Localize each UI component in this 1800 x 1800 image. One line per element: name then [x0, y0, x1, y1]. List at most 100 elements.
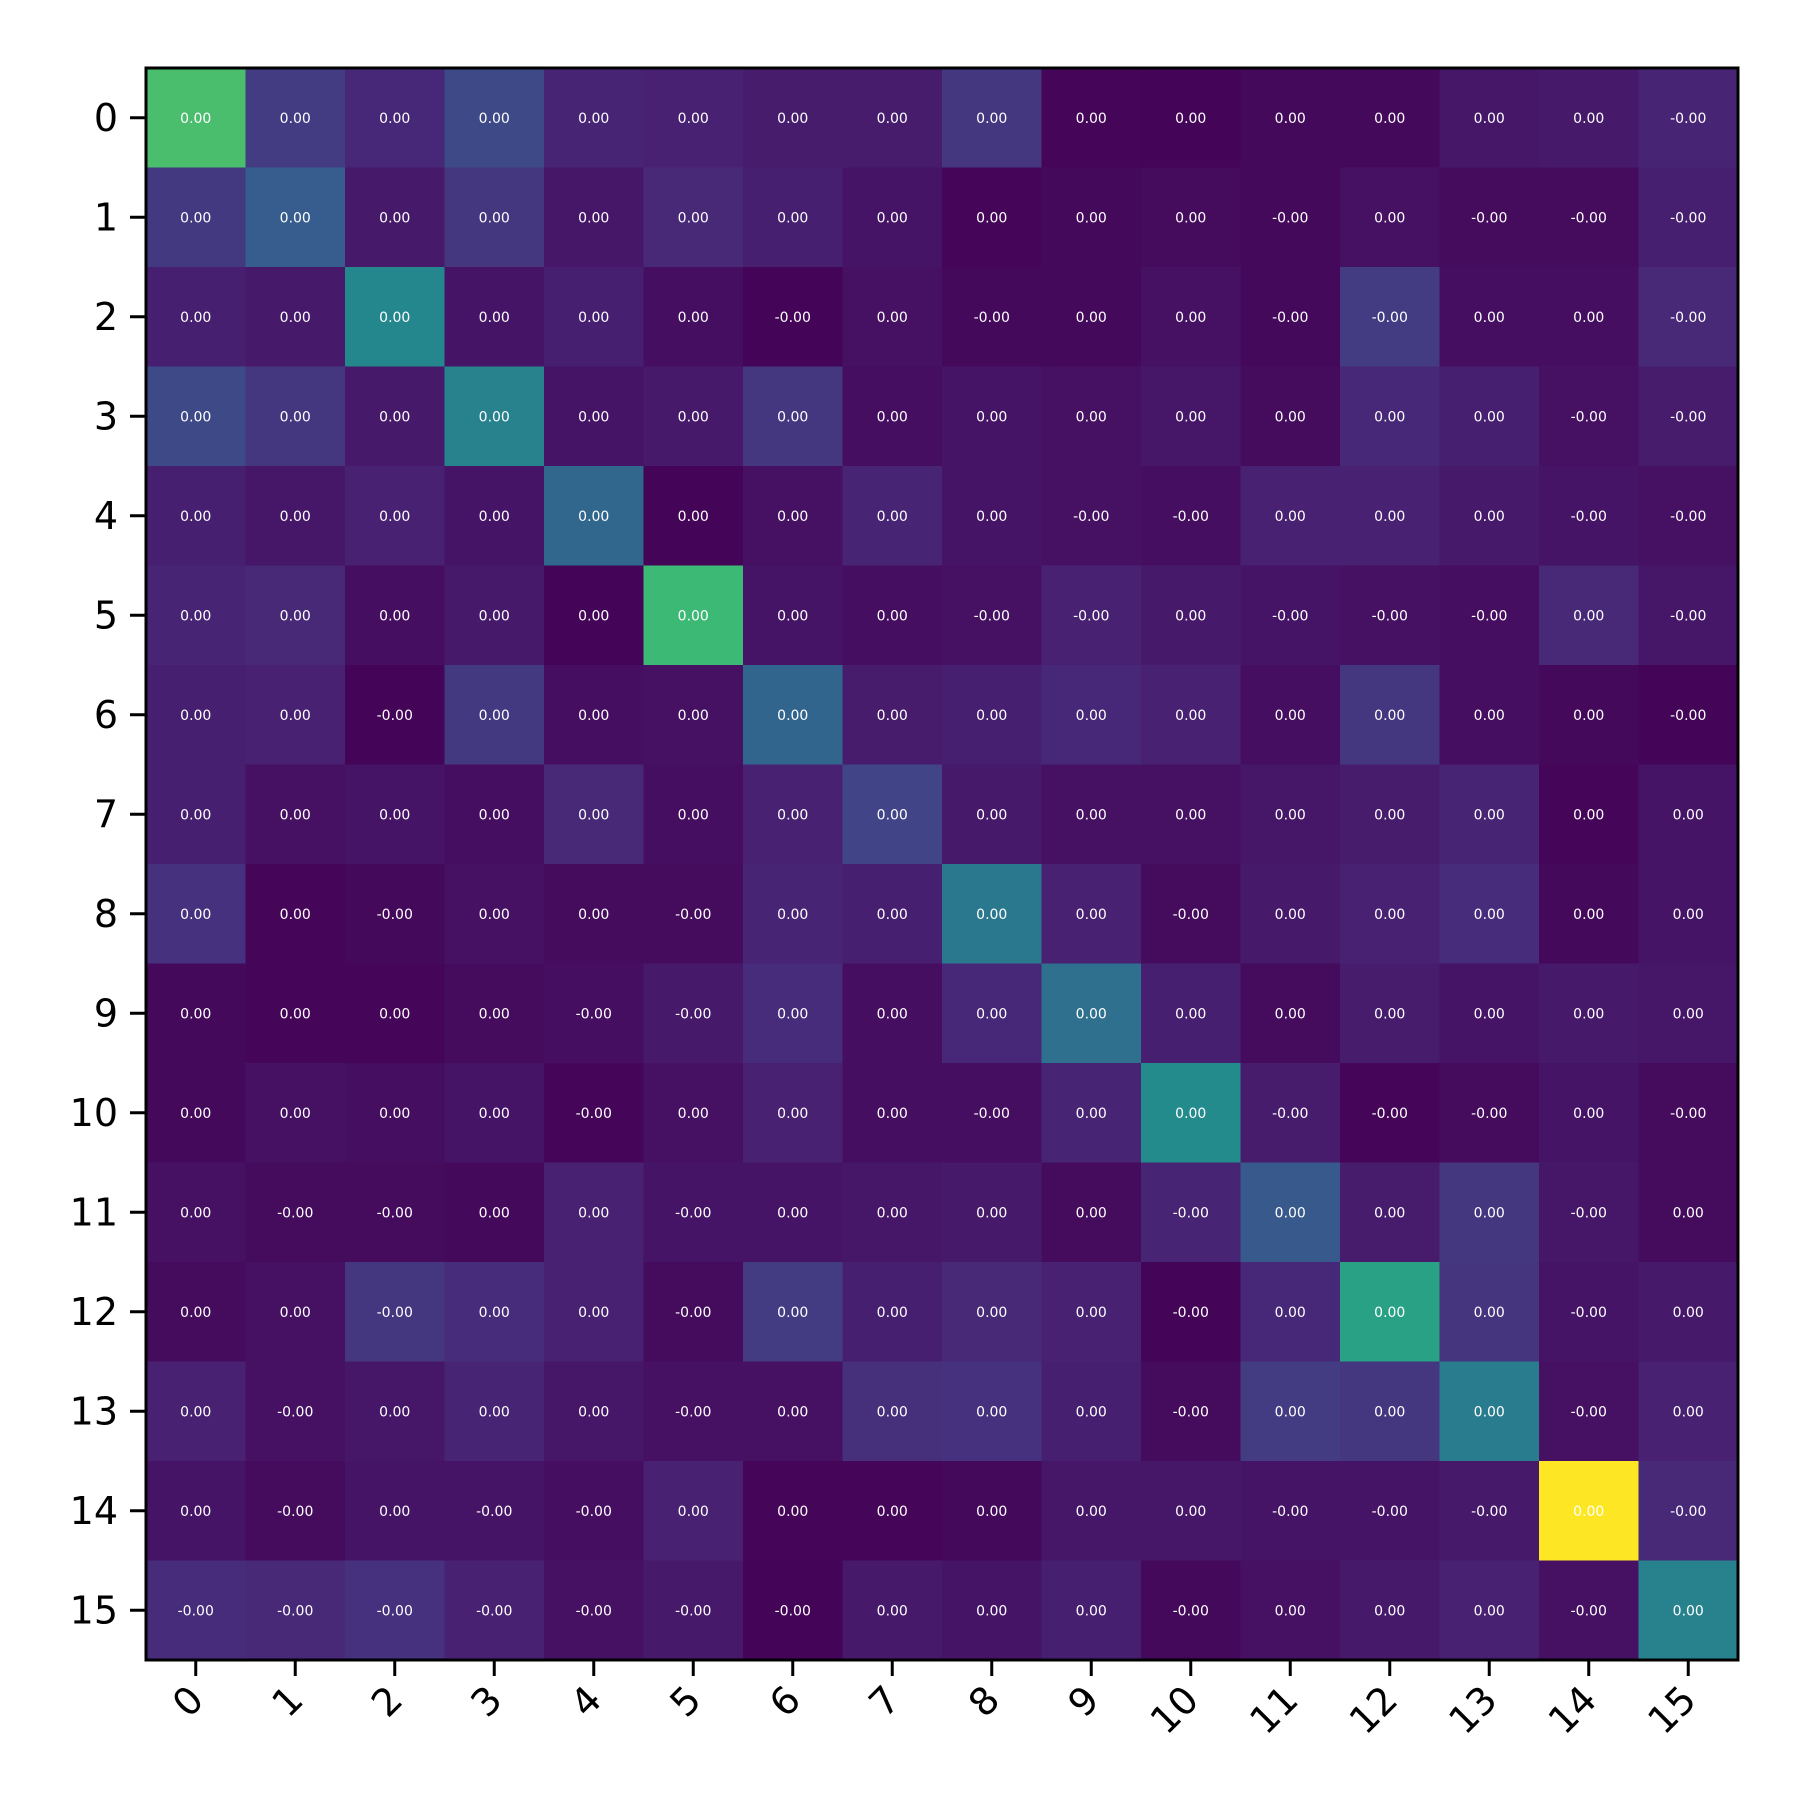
cell-value-label: -0.00: [1272, 1504, 1308, 1520]
heatmap-cell: [345, 565, 446, 666]
heatmap-cell: [842, 963, 943, 1064]
cell-value-label: 0.00: [678, 807, 709, 823]
heatmap-cell: [444, 267, 545, 368]
heatmap-cell: [1041, 665, 1142, 766]
cell-value-label: 0.00: [976, 1504, 1007, 1520]
heatmap-cell: [146, 1063, 247, 1164]
y-tick-label: 11: [70, 1190, 118, 1234]
cell-value-label: 0.00: [1076, 1106, 1107, 1122]
heatmap-cell: [1240, 565, 1341, 666]
cell-value-label: 0.00: [1374, 807, 1405, 823]
heatmap-cell: [345, 1063, 446, 1164]
cell-value-label: -0.00: [775, 1603, 811, 1619]
cell-value-label: 0.00: [877, 907, 908, 923]
heatmap-cell: [1638, 267, 1739, 368]
heatmap-cell: [544, 1262, 645, 1363]
cell-value-label: 0.00: [1275, 1205, 1306, 1221]
heatmap-cell: [345, 1361, 446, 1462]
x-tick-label: 11: [1241, 1677, 1306, 1742]
cell-value-label: 0.00: [1076, 1006, 1107, 1022]
heatmap-cell: [1539, 764, 1640, 865]
y-tick-label: 15: [70, 1588, 118, 1632]
heatmap-cell: [544, 167, 645, 268]
cell-value-label: 0.00: [777, 708, 808, 724]
cell-value-label: -0.00: [775, 310, 811, 326]
cell-value-label: 0.00: [1076, 409, 1107, 425]
heatmap-cell: [743, 1560, 844, 1661]
cell-value-label: -0.00: [1670, 509, 1706, 525]
cell-value-label: 0.00: [479, 409, 510, 425]
heatmap-cell: [743, 1063, 844, 1164]
heatmap-cell: [444, 1361, 545, 1462]
heatmap-cell: [1340, 1063, 1441, 1164]
heatmap-cell: [842, 1560, 943, 1661]
cell-value-label: 0.00: [1175, 310, 1206, 326]
heatmap-cell: [643, 864, 744, 965]
cell-value-label: 0.00: [976, 807, 1007, 823]
y-tick-label: 0: [94, 96, 118, 140]
heatmap-cell: [245, 864, 346, 965]
cell-value-label: -0.00: [1372, 608, 1408, 624]
cell-value-label: 0.00: [877, 708, 908, 724]
heatmap-cell: [942, 1361, 1043, 1462]
heatmap-cell: [1041, 1461, 1142, 1562]
cell-value-label: 0.00: [1374, 907, 1405, 923]
heatmap-cell: [1539, 1063, 1640, 1164]
cell-value-label: 0.00: [479, 210, 510, 226]
cell-value-label: 0.00: [1076, 210, 1107, 226]
x-tick-label: 0: [164, 1677, 212, 1725]
heatmap-cell: [1638, 864, 1739, 965]
cell-value-label: 0.00: [777, 1205, 808, 1221]
heatmap-cell: [942, 864, 1043, 965]
x-tick-label: 7: [860, 1677, 908, 1725]
heatmap-cell: [842, 864, 943, 965]
heatmap-cell: [146, 1262, 247, 1363]
heatmap-cell: [1240, 1063, 1341, 1164]
cell-value-label: 0.00: [180, 409, 211, 425]
cell-value-label: 0.00: [379, 608, 410, 624]
cell-value-label: 0.00: [777, 1006, 808, 1022]
heatmap-cell: [842, 1361, 943, 1462]
heatmap-cell: [643, 963, 744, 1064]
cell-value-label: 0.00: [1076, 111, 1107, 127]
heatmap-cell: [1041, 167, 1142, 268]
x-tick-label: 15: [1639, 1677, 1704, 1742]
y-tick-label: 14: [70, 1489, 118, 1533]
heatmap-cell: [1439, 466, 1540, 567]
cell-value-label: 0.00: [1275, 907, 1306, 923]
cell-value-label: 0.00: [479, 708, 510, 724]
y-tick-label: 8: [94, 892, 118, 936]
cell-value-label: 0.00: [479, 509, 510, 525]
heatmap-cell: [1638, 1560, 1739, 1661]
heatmap-cell: [345, 68, 446, 169]
cell-value-label: 0.00: [1275, 1603, 1306, 1619]
cell-value-label: 0.00: [379, 1404, 410, 1420]
cell-value-label: 0.00: [578, 1404, 609, 1420]
cell-value-label: -0.00: [1073, 608, 1109, 624]
heatmap-cell: [942, 665, 1043, 766]
cell-value-label: 0.00: [1474, 509, 1505, 525]
heatmap-cell: [544, 1361, 645, 1462]
cell-value-label: 0.00: [1076, 1404, 1107, 1420]
cell-value-label: 0.00: [280, 1106, 311, 1122]
cell-value-label: 0.00: [777, 1106, 808, 1122]
heatmap-cell: [1240, 68, 1341, 169]
cell-value-label: 0.00: [1573, 1504, 1604, 1520]
heatmap-cell: [1539, 864, 1640, 965]
heatmap-cell: [743, 565, 844, 666]
cell-value-label: 0.00: [1374, 111, 1405, 127]
heatmap-cell: [146, 963, 247, 1064]
cell-value-label: 0.00: [180, 1006, 211, 1022]
heatmap-cell: [1439, 864, 1540, 965]
cell-value-label: 0.00: [1374, 509, 1405, 525]
heatmap-cell: [942, 167, 1043, 268]
cell-value-label: -0.00: [1670, 1504, 1706, 1520]
cell-value-label: -0.00: [576, 1006, 612, 1022]
y-tick-label: 9: [94, 991, 118, 1035]
heatmap-cell: [544, 864, 645, 965]
heatmap-cell: [643, 267, 744, 368]
cell-value-label: 0.00: [678, 409, 709, 425]
cell-value-label: 0.00: [1573, 1006, 1604, 1022]
cell-value-label: 0.00: [678, 1106, 709, 1122]
